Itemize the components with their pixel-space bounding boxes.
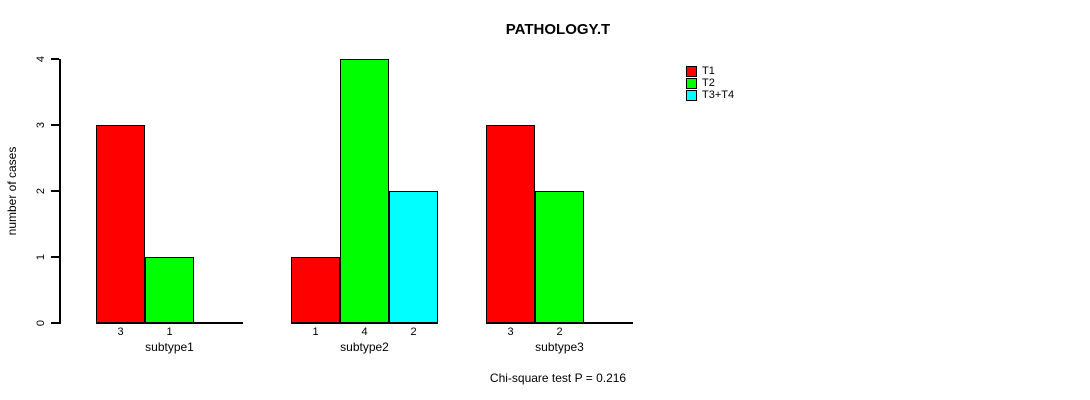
legend-item: T1 [686,65,715,77]
group-baseline [291,322,438,324]
bar-value-label: 3 [507,326,514,338]
x-category-label-subtype1: subtype1 [145,340,194,354]
legend-swatch [686,77,697,89]
bar-value-label: 2 [556,326,563,338]
legend-swatch [686,89,697,101]
bar-value-label: 1 [312,326,319,338]
y-tick-label: 2 [35,187,47,195]
x-category-label-subtype2: subtype2 [340,340,389,354]
bar-T2-subtype2 [340,59,389,323]
bar-T1-subtype2 [291,257,340,323]
bar-value-label: 1 [166,326,173,338]
bar-value-label: 3 [117,326,124,338]
x-category-label-subtype3: subtype3 [535,340,584,354]
y-axis-line [59,58,61,324]
bar-value-label: 2 [410,326,417,338]
bar-T1-subtype3 [486,125,535,323]
y-tick-mark [51,322,59,324]
y-tick-label: 0 [35,319,47,327]
y-tick-mark [51,58,59,60]
y-tick-label: 3 [35,121,47,129]
annotation-text: Chi-square test P = 0.216 [489,371,627,385]
y-tick-label: 1 [35,253,47,261]
y-tick-mark [51,256,59,258]
chart-title: PATHOLOGY.T [505,21,611,38]
y-tick-mark [51,124,59,126]
bar-T1-subtype1 [96,125,145,323]
bar-value-label: 4 [361,326,368,338]
legend-swatch [686,65,697,77]
y-tick-mark [51,190,59,192]
legend-item: T3+T4 [686,89,734,101]
bar-T3+T4-subtype2 [389,191,438,323]
group-baseline [486,322,633,324]
y-tick-label: 4 [35,55,47,63]
legend-label: T3+T4 [702,88,735,101]
bar-T2-subtype3 [535,191,584,323]
bar-T2-subtype1 [145,257,194,323]
group-baseline [96,322,243,324]
legend-item: T2 [686,77,715,89]
legend-label: T2 [702,76,715,89]
legend-label: T1 [702,64,715,77]
